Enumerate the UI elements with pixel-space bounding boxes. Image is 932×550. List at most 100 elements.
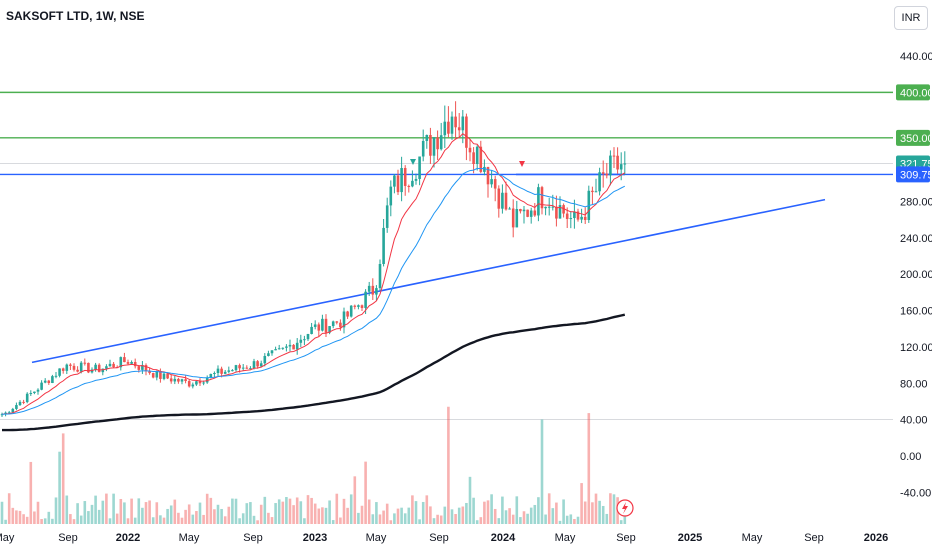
down-arrow-marker-icon	[519, 161, 525, 167]
volume-bar	[40, 519, 43, 524]
volume-bar	[187, 504, 191, 524]
candle-body	[22, 401, 25, 403]
price-badge-label: 400.00	[900, 87, 932, 99]
candle-body	[187, 381, 191, 387]
volume-bar	[313, 503, 317, 524]
candle-body	[493, 179, 497, 189]
candle-body	[61, 368, 65, 371]
candle-body	[601, 172, 605, 174]
volume-bar	[490, 494, 493, 524]
candle-body	[382, 227, 385, 264]
candle-body	[576, 211, 580, 220]
currency-selector[interactable]: INR	[894, 6, 928, 30]
volume-bar	[450, 509, 454, 524]
candle-body	[324, 318, 328, 333]
volume-bar	[324, 507, 328, 524]
candle-body	[169, 378, 173, 382]
x-tick-label: 2022	[116, 532, 140, 544]
candle-body	[357, 305, 360, 307]
volume-bar	[418, 519, 421, 524]
candle-body	[202, 382, 205, 384]
candle-body	[497, 188, 501, 209]
candle-body	[450, 116, 454, 134]
volume-bar	[443, 506, 447, 524]
candle-body	[551, 206, 555, 208]
candle-body	[558, 205, 562, 219]
volume-bar	[569, 514, 573, 524]
volume-bar	[22, 514, 25, 524]
candle-body	[47, 380, 51, 384]
volume-bar	[447, 406, 450, 524]
volume-bar	[249, 502, 252, 524]
x-tick-label: 2024	[491, 532, 516, 544]
candle-body	[123, 357, 126, 363]
volume-bar	[270, 517, 274, 524]
rising-trendline[interactable]	[31, 198, 826, 364]
candle-body	[403, 168, 407, 186]
volume-bar	[69, 514, 72, 524]
candle-body	[594, 191, 598, 193]
candle-body	[555, 206, 558, 219]
volume-bar	[180, 517, 184, 524]
candle-body	[306, 333, 310, 340]
volume-bar	[162, 517, 166, 524]
volume-bar	[321, 507, 324, 524]
volume-bar	[612, 494, 616, 524]
candle-body	[490, 179, 493, 185]
candle-body	[144, 365, 148, 372]
candle-body	[508, 208, 511, 210]
volume-bar	[105, 493, 108, 524]
candle-body	[177, 378, 180, 382]
volume-bar	[126, 518, 130, 524]
volume-bar	[429, 506, 432, 524]
candle-body	[371, 285, 375, 295]
candle-body	[69, 364, 72, 366]
candle-body	[220, 368, 223, 374]
volume-bar	[486, 500, 490, 524]
volume-bar	[177, 512, 180, 524]
candle-body	[7, 412, 11, 414]
candle-body	[414, 178, 418, 181]
volume-bar	[123, 502, 126, 524]
candle-body	[439, 135, 443, 150]
volume-bar	[508, 508, 511, 524]
volume-bar	[29, 461, 33, 524]
volume-bar	[515, 496, 519, 524]
volume-bar	[213, 509, 216, 524]
candle-body	[411, 180, 414, 187]
y-tick-label: 200.00	[900, 269, 932, 281]
volume-bar	[76, 503, 79, 524]
candle-body	[339, 322, 342, 328]
candle-body	[295, 342, 299, 350]
y-tick-label: -40.00	[900, 487, 931, 499]
volume-bar	[580, 483, 583, 524]
volume-bar	[173, 499, 177, 524]
volume-bar	[259, 504, 263, 524]
volume-bar	[609, 493, 612, 524]
volume-bar	[54, 497, 58, 524]
candle-body	[119, 357, 123, 368]
candle-body	[79, 362, 83, 372]
candle-body	[112, 363, 115, 368]
volume-bar	[411, 495, 414, 524]
candle-body	[418, 156, 421, 179]
volume-bar	[234, 498, 238, 524]
volume-bar	[475, 520, 479, 524]
candle-body	[43, 380, 47, 383]
volume-bar	[119, 498, 123, 524]
candle-body	[609, 155, 612, 176]
volume-bar	[468, 476, 472, 524]
volume-bar	[598, 500, 601, 524]
candle-body	[191, 384, 195, 387]
volume-bar	[403, 513, 407, 524]
candle-body	[65, 364, 69, 371]
volume-bar	[245, 503, 249, 524]
volume-bar	[238, 518, 241, 524]
candle-body	[461, 116, 465, 131]
volume-bar	[151, 517, 155, 524]
candle-body	[321, 318, 324, 331]
candle-body	[137, 366, 141, 370]
volume-bar	[382, 510, 385, 524]
candle-body	[29, 393, 33, 395]
